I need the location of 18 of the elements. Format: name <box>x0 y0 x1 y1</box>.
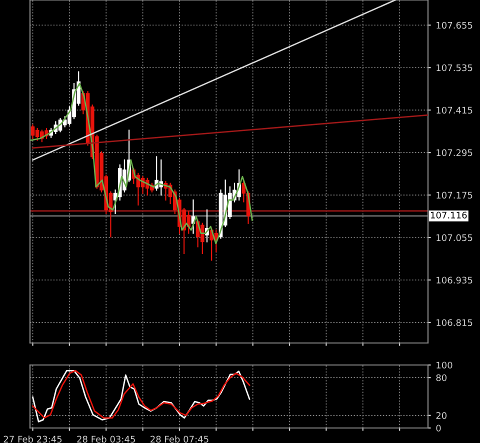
y-tick-label: 100 <box>436 362 452 369</box>
y-tick-label: 20 <box>436 412 447 419</box>
x-tick-label: 28 Feb 03:45 <box>77 436 135 443</box>
ref-line-label: 107.116 <box>430 212 467 219</box>
candlestick <box>200 222 204 254</box>
candlestick <box>30 124 35 139</box>
y-tick-label: 107.655 <box>436 22 472 29</box>
x-tick-label: 27 Feb 23:45 <box>4 436 62 443</box>
x-tick-label: 28 Feb 07:45 <box>150 436 208 443</box>
y-tick-label: 106.815 <box>436 319 472 326</box>
y-tick-label: 106.935 <box>436 276 472 284</box>
y-tick-label: 107.535 <box>436 64 472 72</box>
y-tick-label: 80 <box>436 374 447 382</box>
y-tick-label: 107.415 <box>436 106 472 114</box>
y-tick-label: 107.175 <box>436 192 472 199</box>
y-tick-label: 107.055 <box>436 234 472 242</box>
y-tick-label: 107.295 <box>436 149 472 156</box>
y-tick-label: 0 <box>436 424 441 432</box>
